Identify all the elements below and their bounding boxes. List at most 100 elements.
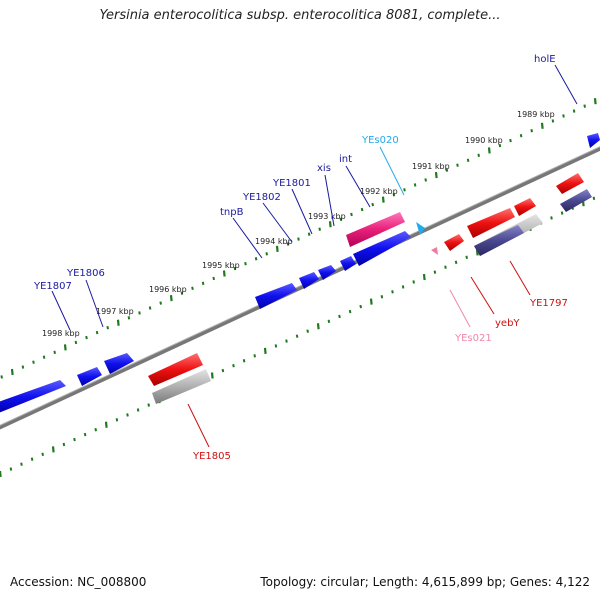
gene-label-tnpB[interactable]: tnpB (220, 207, 244, 218)
minor-tick (551, 119, 555, 123)
tick-label: 1994 kbp (255, 237, 293, 246)
minor-tick (42, 355, 46, 359)
minor-tick (126, 413, 129, 417)
rna-feature[interactable] (416, 222, 425, 235)
tick-row-outer (0, 98, 597, 379)
major-tick (328, 221, 332, 228)
major-tick (434, 171, 438, 179)
gene-label-int[interactable]: int (339, 154, 352, 165)
minor-tick (530, 129, 533, 133)
minor-tick (242, 359, 246, 363)
minor-tick (62, 442, 66, 447)
gene-arrow-forward[interactable] (318, 265, 336, 280)
major-tick (593, 98, 597, 105)
minor-tick (412, 280, 415, 284)
minor-tick (94, 427, 97, 432)
rna-feature[interactable] (346, 212, 405, 247)
minor-tick (424, 178, 427, 182)
minor-tick (221, 368, 225, 373)
tick-label: 1990 kbp (465, 136, 503, 145)
minor-tick (392, 193, 396, 197)
minor-tick (232, 363, 235, 368)
purple-feature[interactable] (474, 225, 524, 256)
minor-tick (360, 207, 364, 212)
minor-tick (413, 183, 417, 187)
gene-label-YE1805[interactable]: YE1805 (192, 451, 231, 462)
gene-arrow-forward[interactable] (77, 367, 102, 386)
minor-tick (307, 232, 311, 236)
gene-label-YE1797[interactable]: YE1797 (529, 298, 568, 309)
gene-label-xis[interactable]: xis (317, 163, 331, 174)
gene-labels: holE YEs020 int xis YE1801 YE1802 tnpB Y… (33, 54, 568, 462)
minor-tick (401, 285, 405, 289)
minor-tick (115, 418, 119, 422)
leader-tnpB (232, 217, 263, 259)
minor-tick (380, 295, 384, 299)
gene-arrow-reverse[interactable] (556, 173, 584, 194)
major-tick (104, 421, 108, 428)
minor-tick (359, 304, 362, 309)
minor-tick (286, 242, 290, 246)
gene-arrow-forward[interactable] (353, 231, 411, 266)
gene-arrow-reverse[interactable] (444, 234, 464, 251)
minor-tick (136, 408, 140, 412)
minor-tick (147, 403, 150, 407)
minor-tick (465, 255, 468, 260)
leader-holE (554, 64, 578, 105)
major-tick (275, 245, 279, 253)
major-tick (63, 344, 67, 351)
gene-label-YE1806[interactable]: YE1806 (66, 268, 105, 279)
gene-label-holE[interactable]: holE (534, 54, 556, 65)
gene-arrow-reverse[interactable] (514, 198, 536, 216)
minor-tick (327, 319, 331, 324)
minor-tick (95, 330, 99, 335)
minor-tick (253, 354, 256, 358)
minor-tick (466, 158, 470, 162)
label-leaders (51, 64, 578, 448)
gene-arrow-forward[interactable] (104, 353, 134, 374)
minor-tick (509, 138, 512, 143)
gene-arrow-forward[interactable] (299, 272, 319, 289)
gray-feature[interactable] (152, 369, 211, 404)
gene-label-yebY[interactable]: yebY (495, 318, 520, 329)
major-tick (0, 470, 2, 478)
gene-label-YE1801[interactable]: YE1801 (272, 178, 311, 189)
major-tick (116, 319, 120, 326)
leader-xis (324, 174, 335, 227)
leader-yebY (470, 276, 495, 315)
minor-tick (254, 257, 258, 261)
gene-arrow-forward[interactable] (587, 133, 600, 148)
gene-label-YEs021[interactable]: YEs021 (454, 333, 492, 344)
gene-label-YE1802[interactable]: YE1802 (242, 192, 281, 203)
minor-tick (572, 109, 576, 113)
minor-tick (403, 188, 406, 192)
minor-tick (444, 265, 447, 269)
tick-labels: 1989 kbp 1990 kbp 1991 kbp 1992 kbp 1993… (42, 110, 555, 338)
minor-tick (138, 311, 141, 315)
minor-tick (0, 375, 3, 379)
tick-label: 1993 kbp (308, 212, 346, 221)
purple-feature[interactable] (560, 189, 592, 212)
minor-tick (83, 432, 87, 437)
gene-arrow-forward[interactable] (0, 380, 66, 414)
gene-arrow-reverse[interactable] (148, 353, 203, 386)
minor-tick (212, 276, 215, 281)
gene-arrow-forward[interactable] (255, 283, 297, 309)
minor-tick (295, 334, 299, 338)
minor-tick (41, 452, 44, 457)
minor-tick (285, 339, 288, 343)
gene-arrow-reverse[interactable] (467, 208, 515, 238)
gene-arrow-forward[interactable] (340, 256, 356, 271)
minor-tick (53, 350, 56, 355)
tick-label: 1998 kbp (42, 329, 80, 338)
tick-label: 1989 kbp (517, 110, 555, 119)
minor-tick (265, 252, 268, 256)
minor-tick (339, 217, 343, 222)
minor-tick (560, 211, 564, 215)
minor-tick (350, 212, 353, 217)
gene-label-YEs020[interactable]: YEs020 (361, 135, 399, 146)
minor-tick (348, 309, 352, 314)
minor-tick (244, 261, 247, 266)
rna-feature[interactable] (431, 247, 438, 255)
gene-label-YE1807[interactable]: YE1807 (33, 281, 72, 292)
